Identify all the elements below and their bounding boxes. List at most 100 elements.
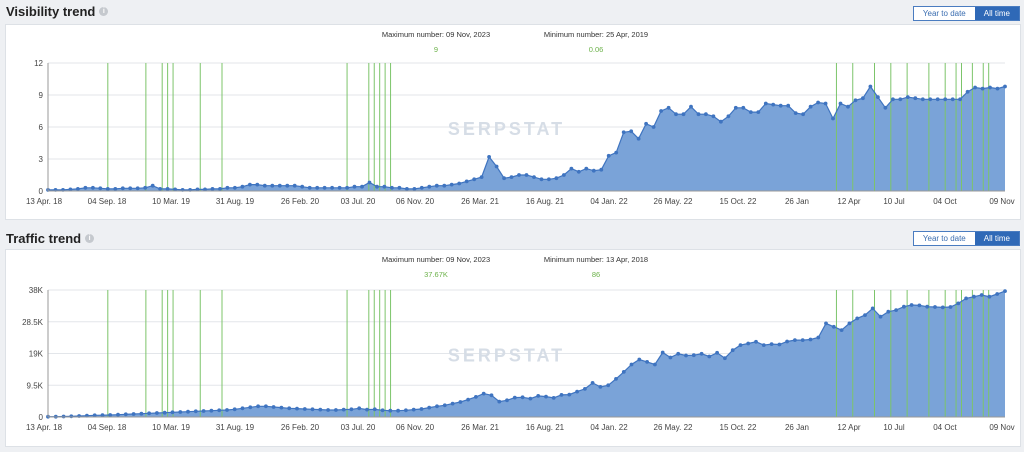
data-point[interactable] <box>870 306 875 311</box>
data-point[interactable] <box>935 97 940 102</box>
data-point[interactable] <box>707 354 712 359</box>
data-point[interactable] <box>660 350 665 355</box>
data-point[interactable] <box>201 409 206 413</box>
data-point[interactable] <box>210 187 215 191</box>
data-point[interactable] <box>606 383 611 388</box>
data-point[interactable] <box>831 116 835 121</box>
data-point[interactable] <box>405 187 409 191</box>
data-point[interactable] <box>450 401 455 406</box>
data-point[interactable] <box>287 406 292 411</box>
data-point[interactable] <box>218 187 222 191</box>
data-point[interactable] <box>92 413 97 418</box>
data-point[interactable] <box>76 187 80 191</box>
data-point[interactable] <box>472 177 477 182</box>
data-point[interactable] <box>853 98 858 103</box>
year-to-date-button[interactable]: Year to date <box>913 232 975 245</box>
data-point[interactable] <box>279 405 284 410</box>
data-point[interactable] <box>950 97 955 102</box>
data-point[interactable] <box>1003 84 1007 89</box>
data-point[interactable] <box>567 392 572 397</box>
data-point[interactable] <box>846 104 850 109</box>
data-point[interactable] <box>824 321 828 326</box>
data-point[interactable] <box>554 176 559 181</box>
data-point[interactable] <box>474 395 478 399</box>
data-point[interactable] <box>449 182 454 187</box>
year-to-date-button[interactable]: Year to date <box>913 7 975 20</box>
data-point[interactable] <box>763 101 768 106</box>
data-point[interactable] <box>105 187 110 191</box>
data-point[interactable] <box>636 136 641 141</box>
data-point[interactable] <box>987 294 992 299</box>
data-point[interactable] <box>131 412 136 416</box>
data-point[interactable] <box>505 398 509 403</box>
data-point[interactable] <box>349 407 354 412</box>
data-point[interactable] <box>178 410 183 414</box>
data-point[interactable] <box>326 408 330 412</box>
data-point[interactable] <box>419 185 424 190</box>
data-point[interactable] <box>240 184 245 189</box>
data-point[interactable] <box>943 97 948 102</box>
data-point[interactable] <box>808 337 813 342</box>
data-point[interactable] <box>147 411 152 416</box>
data-point[interactable] <box>116 412 120 417</box>
data-point[interactable] <box>442 183 447 188</box>
data-point[interactable] <box>494 164 499 169</box>
data-point[interactable] <box>539 177 544 182</box>
data-point[interactable] <box>651 125 656 129</box>
data-point[interactable] <box>816 100 820 105</box>
data-point[interactable] <box>108 413 113 417</box>
data-point[interactable] <box>644 121 648 126</box>
data-point[interactable] <box>458 400 463 404</box>
data-point[interactable] <box>726 114 731 119</box>
data-point[interactable] <box>497 399 502 404</box>
data-point[interactable] <box>614 150 619 155</box>
data-point[interactable] <box>341 407 346 412</box>
data-point[interactable] <box>980 86 985 91</box>
data-point[interactable] <box>397 185 402 190</box>
data-point[interactable] <box>681 112 686 117</box>
data-point[interactable] <box>307 185 312 190</box>
data-point[interactable] <box>928 97 933 102</box>
data-point[interactable] <box>248 405 253 410</box>
data-point[interactable] <box>748 110 753 114</box>
data-point[interactable] <box>902 304 906 309</box>
data-point[interactable] <box>674 112 678 117</box>
data-point[interactable] <box>741 105 746 110</box>
data-point[interactable] <box>404 408 408 413</box>
data-point[interactable] <box>360 184 364 189</box>
data-point[interactable] <box>233 185 237 190</box>
data-point[interactable] <box>479 175 484 180</box>
info-icon[interactable]: i <box>85 234 95 243</box>
data-point[interactable] <box>270 183 275 188</box>
data-point[interactable] <box>300 184 305 189</box>
data-point[interactable] <box>785 339 789 344</box>
data-point[interactable] <box>162 410 167 415</box>
data-point[interactable] <box>933 305 937 309</box>
data-point[interactable] <box>123 412 128 417</box>
data-point[interactable] <box>583 387 587 391</box>
data-point[interactable] <box>390 185 394 190</box>
data-point[interactable] <box>380 408 385 413</box>
data-point[interactable] <box>691 353 696 358</box>
data-point[interactable] <box>863 313 867 317</box>
data-point[interactable] <box>334 408 338 412</box>
data-point[interactable] <box>831 324 836 329</box>
data-point[interactable] <box>435 404 439 409</box>
data-point[interactable] <box>225 408 229 412</box>
data-point[interactable] <box>925 304 930 309</box>
data-point[interactable] <box>868 84 873 89</box>
data-point[interactable] <box>285 183 290 188</box>
data-point[interactable] <box>100 413 105 418</box>
data-point[interactable] <box>277 183 282 188</box>
data-point[interactable] <box>352 184 357 189</box>
data-point[interactable] <box>606 153 611 158</box>
data-point[interactable] <box>684 353 688 358</box>
data-point[interactable] <box>69 414 74 419</box>
data-point[interactable] <box>972 294 976 299</box>
data-point[interactable] <box>847 321 852 326</box>
data-point[interactable] <box>517 173 521 177</box>
data-point[interactable] <box>536 394 541 398</box>
data-point[interactable] <box>598 385 603 389</box>
data-point[interactable] <box>170 410 175 415</box>
data-point[interactable] <box>816 335 821 340</box>
